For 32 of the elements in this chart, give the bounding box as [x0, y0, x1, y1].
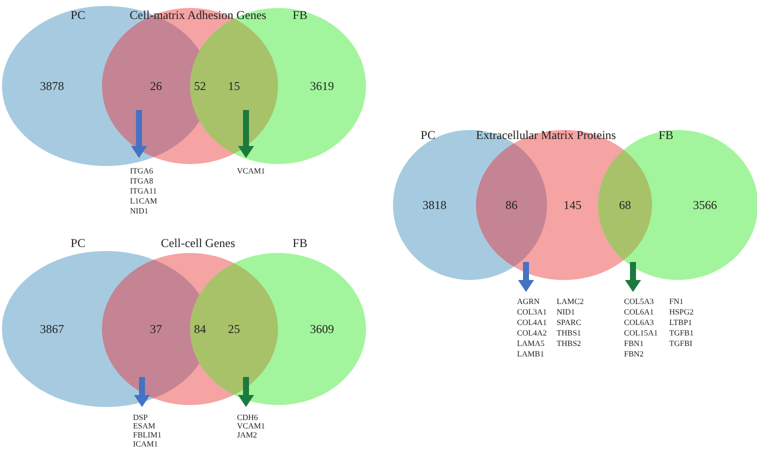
data-label: 37 — [150, 322, 162, 336]
text: FN1 HSPG2 LTBP1 TGFB1 TGFBI — [669, 296, 694, 348]
data-label: 3818 — [422, 198, 446, 212]
data-label: 26 — [150, 79, 162, 93]
text: CDH6 VCAM1 JAM2 — [237, 412, 266, 440]
data-label: 68 — [619, 198, 631, 212]
data-label: 86 — [506, 198, 518, 212]
text: Cell-matrix Adhesion Genes — [130, 8, 267, 22]
text: VCAM1 — [237, 166, 266, 176]
data-label: 52 — [194, 79, 206, 93]
text: LAMC2 NID1 SPARC THBS1 THBS2 — [556, 296, 584, 348]
data-label: 145 — [564, 198, 582, 212]
text: FB — [292, 8, 308, 22]
data-label: 84 — [194, 322, 206, 336]
text: FB — [658, 128, 674, 142]
text: Extracellular Matrix Proteins — [476, 128, 616, 142]
text: AGRN COL3A1 COL4A1 COL4A2 LAMA5 LAMB1 — [517, 296, 547, 358]
text: PC — [420, 128, 436, 142]
text: ITGA6 ITGA8 ITGA11 L1CAM NID1 — [130, 166, 158, 216]
text: Cell-cell Genes — [160, 236, 236, 250]
data-label: 25 — [228, 322, 240, 336]
data-label: 3566 — [693, 198, 717, 212]
data-label: 3609 — [310, 322, 334, 336]
text: COL5A3 COL6A1 COL6A3 COL15A1 FBN1 FBN2 — [624, 296, 658, 358]
data-label: 3619 — [310, 79, 334, 93]
data-label: 3878 — [40, 79, 64, 93]
text: PC — [70, 8, 86, 22]
data-label: 3867 — [40, 322, 64, 336]
text: DSP ESAM FBLIM1 ICAM1 — [133, 412, 162, 448]
text: PC — [70, 236, 86, 250]
text: FB — [292, 236, 308, 250]
data-label: 15 — [228, 79, 240, 93]
